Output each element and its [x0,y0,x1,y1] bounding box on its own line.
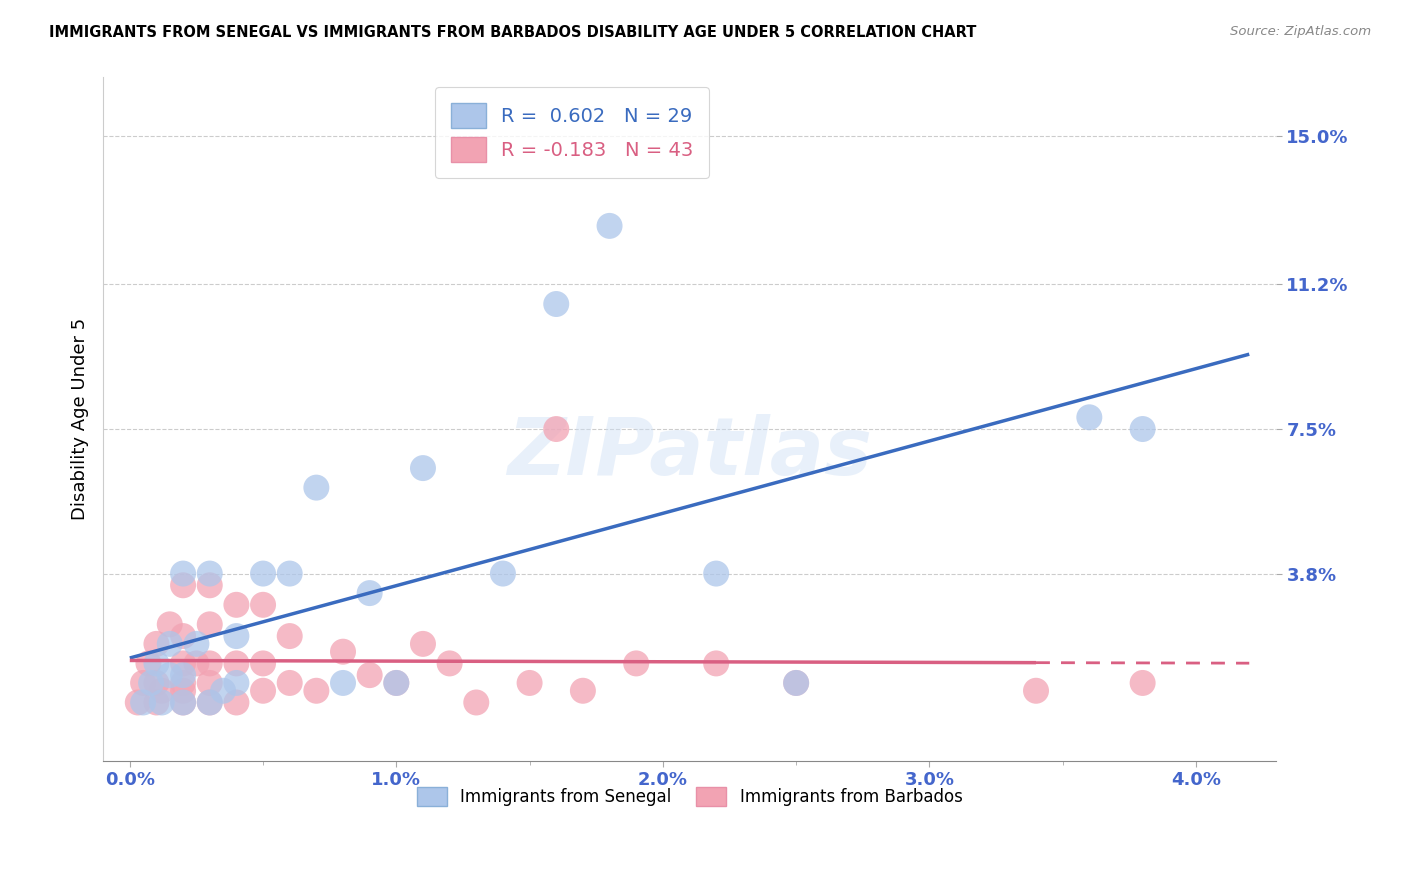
Point [159,617,181,632]
Point [198,578,221,592]
Point [138,657,160,671]
Point [546,297,568,311]
Point [332,645,354,659]
Point [145,657,167,671]
Point [139,676,162,690]
Point [785,676,807,690]
Text: Source: ZipAtlas.com: Source: ZipAtlas.com [1230,25,1371,38]
Text: IMMIGRANTS FROM SENEGAL VS IMMIGRANTS FROM BARBADOS DISABILITY AGE UNDER 5 CORRE: IMMIGRANTS FROM SENEGAL VS IMMIGRANTS FR… [49,25,977,40]
Point [465,696,488,710]
Point [186,637,208,651]
Point [492,566,515,581]
Point [172,566,194,581]
Point [546,422,568,436]
Point [412,461,434,475]
Point [198,657,221,671]
Point [172,668,194,682]
Point [624,657,647,671]
Point [1132,676,1154,690]
Point [198,676,221,690]
Point [278,629,301,643]
Point [519,676,541,690]
Point [252,598,274,612]
Point [1132,422,1154,436]
Point [159,668,181,682]
Point [332,676,354,690]
Point [385,676,408,690]
Point [599,219,621,233]
Point [212,683,235,698]
Point [132,696,155,710]
Point [225,676,247,690]
Point [150,683,173,698]
Point [145,676,167,690]
Point [225,629,247,643]
Point [145,696,167,710]
Point [225,696,247,710]
Point [172,676,194,690]
Point [159,637,181,651]
Point [132,676,155,690]
Point [172,696,194,710]
Point [145,637,167,651]
Point [785,676,807,690]
Point [1078,410,1101,425]
Point [198,696,221,710]
Point [439,657,461,671]
Point [198,566,221,581]
Point [150,696,173,710]
Point [252,657,274,671]
Point [172,578,194,592]
Y-axis label: Disability Age Under 5: Disability Age Under 5 [72,318,89,520]
Point [172,696,194,710]
Point [198,617,221,632]
Legend: Immigrants from Senegal, Immigrants from Barbados: Immigrants from Senegal, Immigrants from… [408,779,970,814]
Point [127,696,149,710]
Point [359,668,381,682]
Point [252,566,274,581]
Point [278,566,301,581]
Point [225,598,247,612]
Point [252,683,274,698]
Point [305,683,328,698]
Point [704,566,727,581]
Text: ZIPatlas: ZIPatlas [508,415,872,492]
Point [305,481,328,495]
Point [172,629,194,643]
Point [412,637,434,651]
Point [359,586,381,600]
Point [172,657,194,671]
Point [572,683,595,698]
Point [186,657,208,671]
Point [385,676,408,690]
Point [278,676,301,690]
Point [225,657,247,671]
Point [172,683,194,698]
Point [1025,683,1047,698]
Point [704,657,727,671]
Point [198,696,221,710]
